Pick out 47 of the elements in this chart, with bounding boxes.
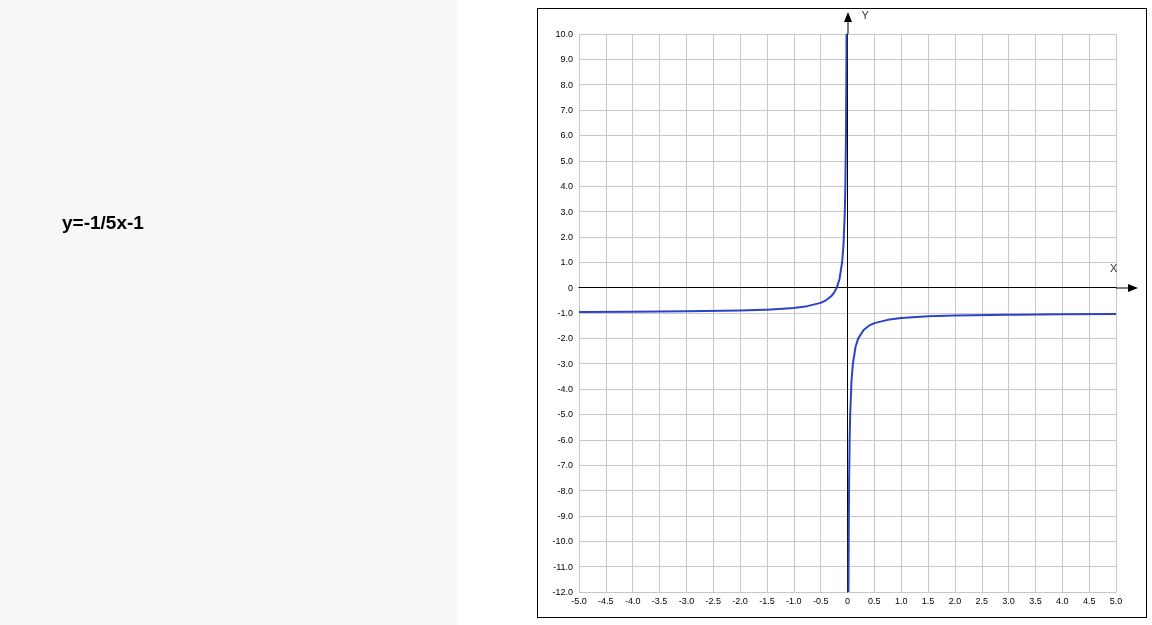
y-tick-label: -8.0 [557,485,573,496]
x-tick-label: -0.5 [812,595,829,606]
y-tick-label: -2.0 [557,333,573,344]
x-tick-label: -2.0 [732,595,748,606]
y-tick-label: 6.0 [560,130,573,141]
x-tick-label: 4.5 [1082,595,1096,606]
x-tick-label: -1.5 [759,595,775,606]
y-axis-title: Y [861,8,870,21]
y-tick-label: 8.0 [560,79,573,90]
x-tick-label: 3.0 [1002,595,1015,606]
y-tick-label: -7.0 [557,460,573,471]
y-tick-label: 3.0 [560,206,573,217]
y-tick-label: -1.0 [557,308,573,318]
x-tick-label: 4.0 [1056,595,1069,606]
y-tick-label: -12.0 [552,587,573,597]
y-tick-label: 1.0 [560,257,573,268]
y-tick-label: -10.0 [552,536,573,547]
x-tick-label: 0 [844,595,851,606]
x-tick-label: 0.5 [868,595,881,606]
y-tick-label: -9.0 [557,510,573,521]
x-axis-title: X [1110,262,1118,275]
x-tick-label: 5.0 [1109,595,1123,606]
y-tick-label: 9.0 [560,54,573,65]
x-tick-label: 3.5 [1029,595,1042,606]
y-tick-label: 0 [567,282,573,293]
x-tick-label: 2.0 [948,595,962,606]
y-tick-label: 7.0 [560,105,573,116]
y-tick-label: -11.0 [553,561,573,572]
y-tick-label: -6.0 [557,434,573,445]
y-tick-label: 4.0 [560,181,573,192]
x-tick-label: 1.5 [921,595,935,606]
x-tick-label: 1.0 [894,595,908,606]
y-tick-label: -4.0 [557,384,573,395]
y-tick-label: -3.0 [557,358,573,369]
y-tick-label: -5.0 [557,409,573,420]
x-tick-label: -5.0 [571,595,587,606]
x-tick-label: -3.5 [651,595,668,606]
x-tick-label: -4.0 [624,595,641,606]
x-tick-label: -3.0 [678,595,695,606]
y-tick-label: 2.0 [560,231,573,242]
text: y=-1/5x-1 [62,212,144,234]
x-tick-label: -2.5 [705,595,722,606]
x-tick-label: -1.0 [786,595,802,606]
y-tick-label: 10.0 [555,29,573,39]
x-tick-label: -4.5 [598,595,614,606]
x-tick-label: 2.5 [975,595,989,606]
y-tick-label: 5.0 [560,155,573,166]
